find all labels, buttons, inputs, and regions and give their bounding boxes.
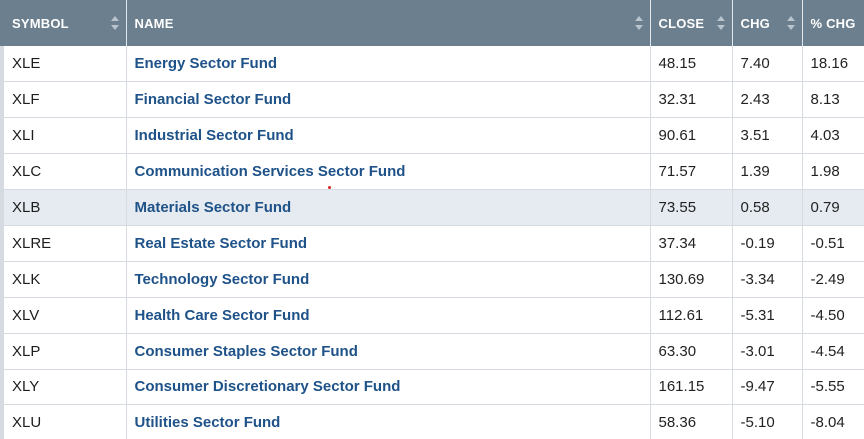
sort-icon[interactable] bbox=[110, 16, 119, 30]
table-row[interactable]: XLC Communication Services Sector Fund 71.… bbox=[0, 153, 864, 191]
pct-chg-cell: -0.51 bbox=[802, 225, 864, 262]
fund-name-cell: Communication Services Sector Fund bbox=[126, 153, 651, 191]
sort-icon[interactable] bbox=[716, 16, 725, 30]
chg-cell: 0.58 bbox=[732, 189, 803, 226]
pct-chg-cell: 4.03 bbox=[802, 117, 864, 155]
pct-chg-cell: -8.04 bbox=[802, 404, 864, 439]
column-header-symbol[interactable]: SYMBOL bbox=[0, 0, 127, 46]
fund-name-link[interactable]: Energy Sector Fund bbox=[134, 55, 278, 73]
close-cell: 161.15 bbox=[650, 369, 733, 406]
close-cell: 63.30 bbox=[650, 333, 733, 370]
close-cell: 32.31 bbox=[650, 81, 733, 119]
chg-cell: -9.47 bbox=[732, 369, 803, 406]
pct-chg-cell: 18.16 bbox=[802, 46, 864, 83]
pct-chg-cell: 8.13 bbox=[802, 81, 864, 119]
pct-chg-cell: -2.49 bbox=[802, 261, 864, 298]
fund-name-link[interactable]: Technology Sector Fund bbox=[134, 270, 310, 288]
pct-chg-cell: -5.55 bbox=[802, 369, 864, 406]
sort-icon[interactable] bbox=[786, 16, 795, 30]
fund-name-cell: Consumer Discretionary Sector Fund bbox=[126, 369, 651, 406]
close-cell: 37.34 bbox=[650, 225, 733, 262]
table-row[interactable]: XLE Energy Sector Fund 48.15 7.40 18.16 bbox=[0, 46, 864, 83]
symbol-cell: XLV bbox=[0, 297, 127, 334]
cursor-dot bbox=[328, 186, 331, 189]
table-header: SYMBOL NAME CLOSE bbox=[0, 0, 864, 46]
table-row[interactable]: XLRE Real Estate Sector Fund 37.34 -0.19 -0.… bbox=[0, 225, 864, 262]
close-cell: 73.55 bbox=[650, 189, 733, 226]
pct-chg-cell: 1.98 bbox=[802, 153, 864, 191]
symbol-cell: XLY bbox=[0, 369, 127, 406]
symbol-cell: XLU bbox=[0, 404, 127, 439]
fund-name-link[interactable]: Communication Services Sector Fund bbox=[134, 163, 406, 181]
symbol-cell: XLK bbox=[0, 261, 127, 298]
table-row[interactable]: XLU Utilities Sector Fund 58.36 -5.10 -8.04 bbox=[0, 404, 864, 439]
table-body: XLE Energy Sector Fund 48.15 7.40 18.16 XLF Fi… bbox=[0, 46, 864, 439]
fund-name-link[interactable]: Utilities Sector Fund bbox=[134, 414, 281, 432]
chg-cell: -3.34 bbox=[732, 261, 803, 298]
chg-cell: 1.39 bbox=[732, 153, 803, 191]
fund-name-cell: Industrial Sector Fund bbox=[126, 117, 651, 155]
symbol-cell: XLB bbox=[0, 189, 127, 226]
table-row[interactable]: XLB Materials Sector Fund 73.55 0.58 0.79 bbox=[0, 189, 864, 226]
close-cell: 130.69 bbox=[650, 261, 733, 298]
table-row[interactable]: XLP Consumer Staples Sector Fund 63.30 -3.0… bbox=[0, 333, 864, 370]
table-row[interactable]: XLK Technology Sector Fund 130.69 -3.34 -2.4… bbox=[0, 261, 864, 298]
fund-name-cell: Financial Sector Fund bbox=[126, 81, 651, 119]
fund-name-link[interactable]: Real Estate Sector Fund bbox=[134, 234, 308, 252]
fund-name-cell: Health Care Sector Fund bbox=[126, 297, 651, 334]
column-header-name[interactable]: NAME bbox=[126, 0, 651, 46]
close-cell: 112.61 bbox=[650, 297, 733, 334]
fund-name-cell: Real Estate Sector Fund bbox=[126, 225, 651, 262]
sort-icon[interactable] bbox=[634, 16, 643, 30]
fund-name-link[interactable]: Financial Sector Fund bbox=[134, 91, 292, 109]
symbol-cell: XLF bbox=[0, 81, 127, 119]
chg-cell: 3.51 bbox=[732, 117, 803, 155]
table-row[interactable]: XLV Health Care Sector Fund 112.61 -5.31 -4.… bbox=[0, 297, 864, 334]
chg-cell: 2.43 bbox=[732, 81, 803, 119]
fund-name-cell: Technology Sector Fund bbox=[126, 261, 651, 298]
table-row[interactable]: XLY Consumer Discretionary Sector Fund 161… bbox=[0, 369, 864, 406]
symbol-cell: XLP bbox=[0, 333, 127, 370]
fund-name-link[interactable]: Consumer Discretionary Sector Fund bbox=[134, 378, 401, 396]
fund-name-cell: Materials Sector Fund bbox=[126, 189, 651, 226]
column-header-label: NAME bbox=[134, 15, 174, 31]
symbol-cell: XLE bbox=[0, 46, 127, 83]
fund-name-link[interactable]: Industrial Sector Fund bbox=[134, 127, 294, 145]
close-cell: 71.57 bbox=[650, 153, 733, 191]
table-row[interactable]: XLI Industrial Sector Fund 90.61 3.51 4.03 bbox=[0, 117, 864, 155]
column-header-close[interactable]: CLOSE bbox=[650, 0, 733, 46]
column-header-label: CHG bbox=[740, 15, 770, 31]
symbol-cell: XLI bbox=[0, 117, 127, 155]
close-cell: 48.15 bbox=[650, 46, 733, 83]
close-cell: 90.61 bbox=[650, 117, 733, 155]
column-header-pct-chg[interactable]: % CHG ↓ bbox=[802, 0, 864, 46]
pct-chg-cell: -4.54 bbox=[802, 333, 864, 370]
pct-chg-cell: -4.50 bbox=[802, 297, 864, 334]
fund-name-link[interactable]: Consumer Staples Sector Fund bbox=[134, 342, 358, 360]
fund-name-link[interactable]: Materials Sector Fund bbox=[134, 199, 292, 216]
column-header-label: % CHG bbox=[810, 15, 856, 31]
chg-cell: -0.19 bbox=[732, 225, 803, 262]
chg-cell: -5.10 bbox=[732, 404, 803, 439]
chg-cell: -3.01 bbox=[732, 333, 803, 370]
fund-name-cell: Consumer Staples Sector Fund bbox=[126, 333, 651, 370]
symbol-cell: XLC bbox=[0, 153, 127, 191]
column-header-chg[interactable]: CHG bbox=[732, 0, 803, 46]
symbol-cell: XLRE bbox=[0, 225, 127, 262]
table-row[interactable]: XLF Financial Sector Fund 32.31 2.43 8.13 bbox=[0, 81, 864, 119]
fund-name-cell: Utilities Sector Fund bbox=[126, 404, 651, 439]
fund-name-link[interactable]: Health Care Sector Fund bbox=[134, 306, 310, 324]
column-header-label: CLOSE bbox=[658, 15, 705, 31]
close-cell: 58.36 bbox=[650, 404, 733, 439]
pct-chg-cell: 0.79 bbox=[802, 189, 864, 226]
column-header-label: SYMBOL bbox=[12, 15, 69, 31]
header-row: SYMBOL NAME CLOSE bbox=[0, 0, 864, 46]
chg-cell: 7.40 bbox=[732, 46, 803, 83]
fund-name-cell: Energy Sector Fund bbox=[126, 46, 651, 83]
chg-cell: -5.31 bbox=[732, 297, 803, 334]
